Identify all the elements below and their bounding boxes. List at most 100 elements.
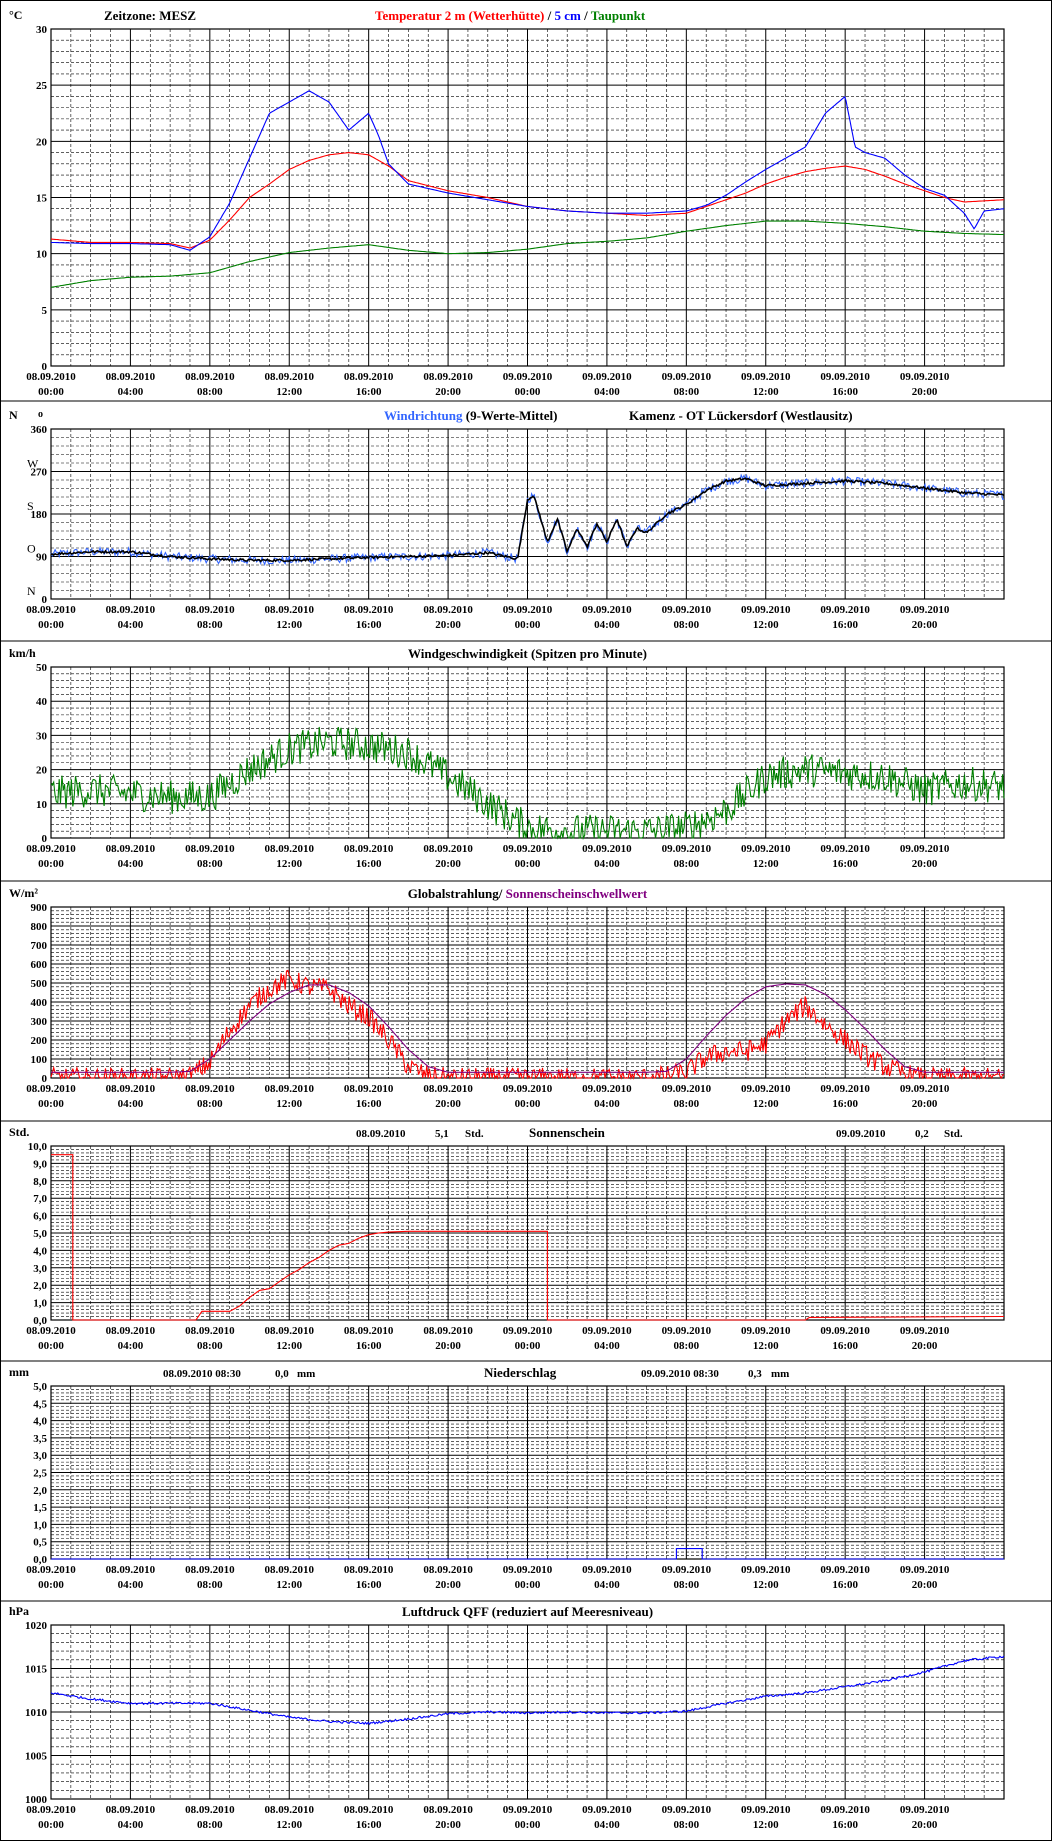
x-tick-label-time: 12:00 bbox=[753, 858, 779, 870]
x-tick-label-time: 20:00 bbox=[435, 1340, 461, 1352]
plot-frame bbox=[50, 666, 1005, 839]
x-tick-label-time: 00:00 bbox=[515, 1098, 541, 1110]
x-tick-label-time: 16:00 bbox=[356, 1340, 382, 1352]
precipitation-summary-text: 0,3 bbox=[748, 1368, 762, 1380]
x-tick-label-time: 12:00 bbox=[753, 619, 779, 631]
y-tick-label: 1,0 bbox=[33, 1298, 47, 1310]
y-tick-label: 0 bbox=[42, 361, 48, 373]
y-unit-label: W/m² bbox=[9, 886, 38, 900]
x-tick-label-time: 04:00 bbox=[594, 858, 620, 870]
x-tick-label-time: 20:00 bbox=[912, 386, 938, 398]
series-line-sunshine-0 bbox=[51, 1154, 1005, 1321]
x-tick-label-time: 00:00 bbox=[38, 386, 64, 398]
x-tick-label-date: 09.09.2010 bbox=[582, 1083, 632, 1095]
y-tick-label: 30 bbox=[36, 730, 48, 742]
x-tick-label-date: 09.09.2010 bbox=[900, 1564, 950, 1576]
y-tick-label: 9,0 bbox=[33, 1158, 47, 1170]
series-line-temperature-1 bbox=[50, 90, 1005, 251]
series-line-wind_direction-0 bbox=[50, 473, 1005, 567]
chart-title: Windrichtung (9-Werte-Mittel) bbox=[384, 408, 557, 423]
x-tick-label-time: 20:00 bbox=[435, 1098, 461, 1110]
x-tick-label-time: 08:00 bbox=[673, 1819, 699, 1831]
chart-panel-temperature: 0 5 10 15 20 25 30 °C Zeitzone: MESZ Temperatur 2… bbox=[1, 8, 1051, 402]
y-tick-label: 0,0 bbox=[33, 1315, 47, 1327]
x-tick-label-time: 04:00 bbox=[118, 1579, 144, 1591]
x-tick-label-date: 09.09.2010 bbox=[900, 843, 950, 855]
y-tick-label: 1,0 bbox=[33, 1519, 47, 1531]
x-tick-label-date: 08.09.2010 bbox=[185, 1564, 235, 1576]
x-tick-label-time: 16:00 bbox=[832, 1340, 858, 1352]
x-tick-label-time: 08:00 bbox=[673, 858, 699, 870]
x-tick-label-time: 16:00 bbox=[356, 619, 382, 631]
x-tick-label-time: 20:00 bbox=[435, 1579, 461, 1591]
x-tick-label-date: 09.09.2010 bbox=[503, 604, 553, 616]
y-tick-label: 5,0 bbox=[33, 1228, 47, 1240]
y-tick-label: 0,0 bbox=[33, 1554, 47, 1566]
y-tick-label: 20 bbox=[36, 765, 48, 777]
x-tick-label-date: 08.09.2010 bbox=[344, 1564, 394, 1576]
y-tick-label: 10 bbox=[36, 799, 48, 811]
x-tick-label-date: 09.09.2010 bbox=[503, 843, 553, 855]
x-tick-label-date: 09.09.2010 bbox=[741, 843, 791, 855]
x-tick-label-time: 08:00 bbox=[197, 1340, 223, 1352]
x-tick-label-time: 12:00 bbox=[276, 1579, 302, 1591]
y-tick-label: 4,0 bbox=[33, 1245, 47, 1257]
precipitation-summary-text: Niederschlag bbox=[484, 1365, 557, 1380]
x-tick-label-date: 08.09.2010 bbox=[265, 1564, 315, 1576]
chart-panel-sunshine: 0,0 1,0 2,0 3,0 4,0 5,0 6,0 7,0 8,0 9,0 10,0 Std. 08… bbox=[1, 1125, 1051, 1362]
x-tick-label-date: 09.09.2010 bbox=[662, 604, 712, 616]
x-tick-label-time: 20:00 bbox=[912, 1819, 938, 1831]
x-tick-label-date: 08.09.2010 bbox=[185, 604, 235, 616]
x-tick-label-time: 08:00 bbox=[197, 1819, 223, 1831]
x-tick-label-date: 08.09.2010 bbox=[26, 1325, 76, 1337]
plot-frame bbox=[50, 428, 1005, 600]
x-tick-label-date: 09.09.2010 bbox=[503, 1804, 553, 1816]
x-tick-label-date: 08.09.2010 bbox=[344, 843, 394, 855]
x-tick-label-date: 09.09.2010 bbox=[662, 1804, 712, 1816]
y-tick-label: 5 bbox=[42, 305, 48, 317]
x-tick-label-time: 16:00 bbox=[832, 1579, 858, 1591]
x-tick-label-date: 09.09.2010 bbox=[582, 1804, 632, 1816]
y-tick-label: 1010 bbox=[25, 1707, 48, 1719]
x-tick-label-date: 08.09.2010 bbox=[185, 1325, 235, 1337]
sunshine-summary-text: 08.09.2010 bbox=[356, 1128, 406, 1140]
x-tick-label-date: 09.09.2010 bbox=[582, 843, 632, 855]
y-tick-label: 1000 bbox=[25, 1794, 48, 1806]
series-line-global_radiation-1 bbox=[51, 983, 1004, 1073]
x-tick-label-time: 12:00 bbox=[753, 1098, 779, 1110]
y-tick-label: 600 bbox=[31, 959, 48, 971]
x-tick-label-time: 08:00 bbox=[197, 619, 223, 631]
x-tick-label-time: 04:00 bbox=[594, 1340, 620, 1352]
x-tick-label-date: 08.09.2010 bbox=[106, 1804, 156, 1816]
y-tick-label: 1020 bbox=[25, 1620, 48, 1632]
x-tick-label-time: 12:00 bbox=[753, 1340, 779, 1352]
x-tick-label-time: 00:00 bbox=[38, 1098, 64, 1110]
sunshine-summary-text: Sonnenschein bbox=[529, 1125, 606, 1140]
x-tick-label-date: 09.09.2010 bbox=[820, 1564, 870, 1576]
y-tick-label: 400 bbox=[31, 997, 48, 1009]
y-tick-label: 0,5 bbox=[33, 1537, 47, 1549]
x-tick-label-date: 09.09.2010 bbox=[820, 843, 870, 855]
x-tick-label-time: 20:00 bbox=[912, 1340, 938, 1352]
series-line-wind_speed-0 bbox=[50, 726, 1005, 840]
x-tick-label-time: 12:00 bbox=[276, 386, 302, 398]
x-tick-label-date: 08.09.2010 bbox=[265, 371, 315, 383]
y-unit-label: km/h bbox=[9, 646, 36, 660]
y-tick-label: 6,0 bbox=[33, 1211, 47, 1223]
x-tick-label-date: 09.09.2010 bbox=[741, 1083, 791, 1095]
x-tick-label-time: 20:00 bbox=[912, 858, 938, 870]
x-tick-label-time: 00:00 bbox=[515, 1579, 541, 1591]
x-tick-label-time: 00:00 bbox=[38, 1579, 64, 1591]
x-tick-label-time: 16:00 bbox=[832, 386, 858, 398]
x-tick-label-time: 16:00 bbox=[356, 386, 382, 398]
chart-title: Luftdruck QFF (reduziert auf Meeresnivea… bbox=[402, 1604, 653, 1619]
x-tick-label-time: 08:00 bbox=[197, 386, 223, 398]
x-tick-label-time: 08:00 bbox=[197, 858, 223, 870]
plot-frame bbox=[50, 1145, 1005, 1321]
x-tick-label-date: 09.09.2010 bbox=[741, 1325, 791, 1337]
x-tick-label-time: 16:00 bbox=[356, 858, 382, 870]
precipitation-summary-text: 0,0 bbox=[275, 1368, 289, 1380]
x-tick-label-date: 08.09.2010 bbox=[423, 1083, 473, 1095]
y-tick-label: 3,0 bbox=[33, 1263, 47, 1275]
